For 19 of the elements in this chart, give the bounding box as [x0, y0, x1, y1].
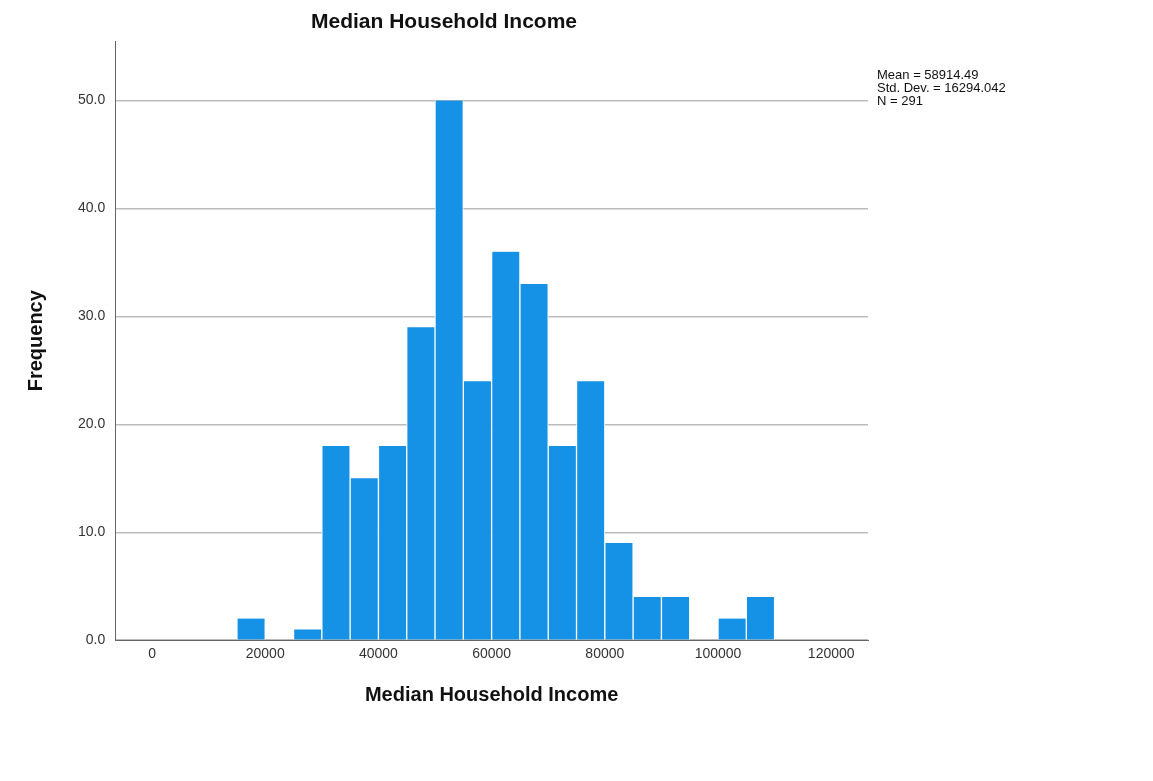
y-tick-label: 40.0 — [78, 199, 106, 216]
x-tick-label: 20000 — [245, 645, 285, 662]
x-tick-label: 40000 — [358, 645, 399, 662]
x-tick-label: 0 — [148, 645, 157, 662]
x-tick-label: 60000 — [472, 645, 512, 662]
y-tick-label: 20.0 — [78, 415, 106, 432]
chart-title: Median Household Income — [310, 9, 578, 33]
text: Mean = 58914.49 — [877, 67, 979, 83]
x-tick-label: 80000 — [585, 645, 625, 662]
y-tick-label: 0.0 — [85, 631, 106, 648]
x-axis-title: Median Household Income — [364, 682, 619, 705]
text: Std. Dev. = 16294.042 — [877, 80, 1006, 96]
y-tick-label: 30.0 — [78, 307, 106, 324]
y-axis-title: Frequency — [23, 289, 46, 392]
x-tick-label: 120000 — [807, 645, 855, 662]
x-tick-label: 100000 — [694, 645, 742, 662]
y-tick-label: 10.0 — [78, 523, 106, 540]
y-tick-label: 50.0 — [78, 91, 106, 108]
text: N = 291 — [877, 93, 923, 109]
